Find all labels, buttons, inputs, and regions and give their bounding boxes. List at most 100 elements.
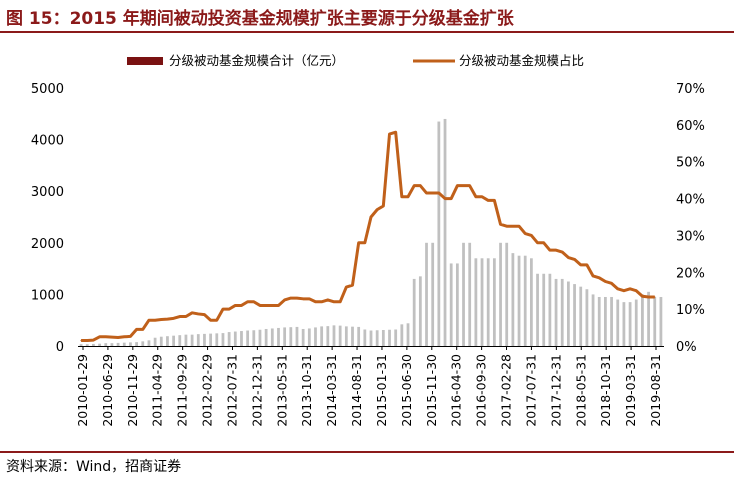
bar-9 bbox=[135, 342, 138, 346]
line-point-41 bbox=[333, 301, 335, 303]
bar-89 bbox=[628, 302, 632, 346]
bar-81 bbox=[579, 286, 583, 346]
bar-3 bbox=[98, 343, 101, 346]
line-point-20 bbox=[203, 314, 206, 316]
line-point-65 bbox=[481, 196, 483, 198]
bar-22 bbox=[215, 333, 219, 346]
left-tick-label: 2000 bbox=[31, 237, 64, 252]
line-point-84 bbox=[598, 277, 600, 279]
line-point-40 bbox=[327, 299, 329, 301]
bar-56 bbox=[425, 242, 428, 346]
bar-36 bbox=[301, 328, 305, 346]
line-point-31 bbox=[271, 304, 273, 307]
line-point-71 bbox=[518, 225, 520, 227]
bar-11 bbox=[147, 340, 151, 346]
bar-27 bbox=[246, 330, 250, 346]
left-tick-label: 3000 bbox=[31, 185, 64, 200]
bar-60 bbox=[449, 263, 453, 346]
bar-49 bbox=[381, 330, 385, 346]
line-point-37 bbox=[308, 298, 310, 300]
line-point-90 bbox=[635, 290, 637, 292]
line-point-54 bbox=[413, 185, 415, 187]
line-point-58 bbox=[438, 192, 440, 194]
x-tick-label: 2011-04-29 bbox=[150, 354, 165, 427]
bar-54 bbox=[412, 278, 416, 346]
line-point-92 bbox=[647, 296, 650, 298]
right-tick-label: 60% bbox=[676, 119, 705, 134]
line-point-50 bbox=[388, 133, 391, 135]
x-tick-label: 2015-06-30 bbox=[399, 354, 414, 427]
x-tick-label: 2018-05-31 bbox=[573, 354, 588, 427]
bar-31 bbox=[270, 328, 274, 346]
line-point-1 bbox=[86, 339, 88, 342]
line-point-62 bbox=[462, 185, 465, 187]
line-point-2 bbox=[92, 339, 95, 341]
bar-91 bbox=[641, 294, 644, 346]
bar-71 bbox=[517, 255, 521, 346]
line-point-70 bbox=[512, 225, 514, 227]
x-tick-label: 2018-10-31 bbox=[598, 354, 613, 427]
bar-94 bbox=[659, 296, 663, 346]
bar-86 bbox=[610, 296, 613, 346]
bar-75 bbox=[542, 273, 546, 346]
line-point-4 bbox=[105, 336, 107, 338]
bar-13 bbox=[159, 336, 163, 346]
line-point-17 bbox=[185, 315, 187, 318]
left-tick-label: 0 bbox=[56, 340, 64, 355]
source-note: 资料来源：Wind，招商证券 bbox=[6, 459, 182, 475]
line-point-63 bbox=[469, 185, 471, 187]
line-point-53 bbox=[407, 196, 409, 198]
line-point-80 bbox=[573, 258, 576, 260]
x-tick-label: 2016-04-30 bbox=[449, 354, 464, 427]
line-point-57 bbox=[432, 192, 434, 194]
line-point-45 bbox=[358, 242, 360, 244]
x-tick-label: 2019-03-31 bbox=[623, 354, 638, 427]
line-point-93 bbox=[654, 296, 656, 298]
bar-26 bbox=[240, 331, 243, 346]
bar-25 bbox=[233, 331, 237, 346]
right-tick-label: 10% bbox=[676, 303, 705, 318]
bar-2 bbox=[92, 343, 95, 346]
line-point-49 bbox=[382, 205, 384, 207]
line-point-66 bbox=[487, 199, 489, 202]
title-divider bbox=[0, 31, 734, 33]
bar-33 bbox=[283, 327, 287, 346]
bar-48 bbox=[375, 330, 379, 346]
x-tick-label: 2012-02-29 bbox=[200, 354, 215, 427]
right-axis-ticks: 0% 10% 20% 30% 40% 50% 60% 70% bbox=[676, 82, 705, 355]
bar-61 bbox=[455, 263, 459, 346]
bar-23 bbox=[221, 333, 225, 346]
x-tick-label: 2013-10-31 bbox=[299, 354, 314, 427]
line-point-12 bbox=[154, 319, 156, 321]
bar-14 bbox=[166, 336, 169, 346]
line-point-48 bbox=[376, 209, 378, 211]
x-tick-label: 2017-02-28 bbox=[499, 354, 514, 427]
line-point-72 bbox=[524, 232, 526, 235]
line-point-29 bbox=[259, 304, 261, 307]
legend-bar-label: 分级被动基金规模合计（亿元） bbox=[169, 53, 344, 68]
bar-6 bbox=[116, 342, 120, 346]
bar-84 bbox=[597, 296, 601, 346]
bar-85 bbox=[604, 296, 607, 346]
left-axis-ticks: 0 1000 2000 3000 4000 5000 bbox=[31, 82, 64, 355]
bar-46 bbox=[363, 329, 367, 346]
bar-88 bbox=[622, 302, 626, 346]
right-tick-label: 40% bbox=[676, 193, 705, 208]
bar-68 bbox=[499, 242, 502, 346]
bar-67 bbox=[492, 258, 496, 346]
x-tick-label: 2014-03-31 bbox=[324, 354, 339, 427]
bar-34 bbox=[289, 327, 293, 346]
line-point-25 bbox=[234, 304, 236, 307]
line-point-23 bbox=[222, 308, 224, 310]
line-point-68 bbox=[499, 223, 502, 225]
bar-64 bbox=[474, 258, 478, 346]
line-point-39 bbox=[321, 301, 323, 303]
line-point-8 bbox=[129, 335, 132, 338]
bar-74 bbox=[536, 273, 539, 346]
line-point-78 bbox=[561, 251, 563, 253]
bar-42 bbox=[338, 325, 342, 346]
line-point-44 bbox=[351, 284, 354, 286]
bar-35 bbox=[295, 326, 299, 346]
x-tick-label: 2011-09-29 bbox=[175, 354, 190, 427]
